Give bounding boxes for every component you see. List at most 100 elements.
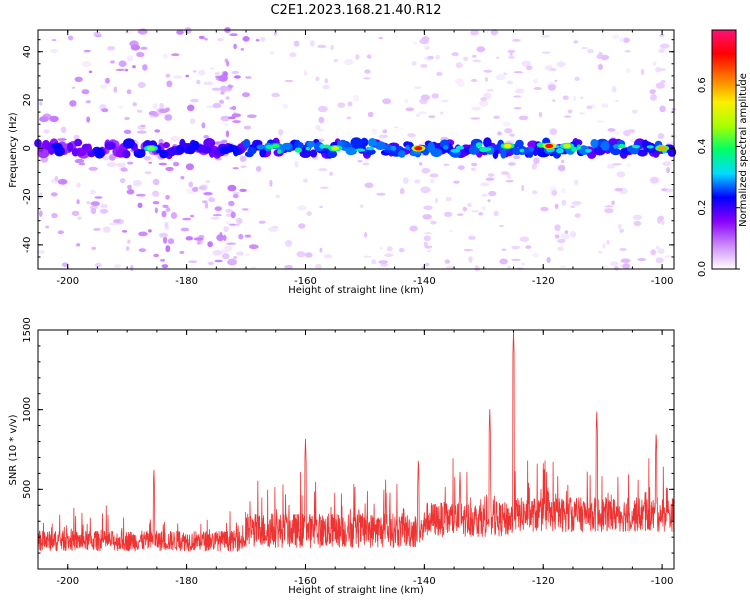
y-tick-label: 1000 <box>22 397 33 422</box>
spectrogram-cell <box>427 141 436 153</box>
spectrogram-cell <box>118 60 127 67</box>
spectrogram-cell <box>453 180 460 184</box>
spectrogram-cell <box>556 148 564 154</box>
spectrogram-cell <box>51 39 57 42</box>
spectrogram-cell <box>424 245 433 249</box>
spectrogram-cell <box>50 48 59 54</box>
spectrogram-cell <box>483 137 492 148</box>
spectrogram-cell <box>614 187 623 192</box>
spectrogram-cell <box>119 178 126 184</box>
spectrogram-cell <box>347 101 353 107</box>
spectrogram-cell <box>450 148 461 153</box>
spectrogram-cell <box>632 214 643 221</box>
spectrogram-cell <box>475 142 483 148</box>
spectrogram-cell <box>88 70 93 74</box>
spectrogram-cell <box>212 214 222 217</box>
spectrogram-cell <box>481 193 488 197</box>
spectrogram-cell <box>394 126 399 129</box>
spectrogram-cell <box>165 166 174 172</box>
spectrogram-cell <box>76 182 81 188</box>
spectrogram-cell <box>242 138 251 149</box>
spectrogram-cell <box>493 115 501 120</box>
spectrogram-cell <box>188 260 198 264</box>
spectrogram-cell <box>480 182 490 187</box>
spectrogram-cell <box>366 54 372 59</box>
spectrogram-cell <box>51 212 58 219</box>
spectrogram-cell <box>239 155 247 163</box>
spectrogram-cell <box>440 111 444 115</box>
x-tick-label: -100 <box>651 576 674 587</box>
spectrogram-cell <box>102 226 111 233</box>
spectrogram-cell <box>468 235 476 240</box>
spectrogram-cell <box>192 186 199 192</box>
spectrogram-cell <box>443 163 450 167</box>
spectrogram-cell <box>214 141 220 144</box>
spectrogram-cell <box>76 243 81 247</box>
spectrogram-cell <box>133 149 146 159</box>
spectrogram-cell <box>113 86 118 93</box>
spectrogram-cell <box>81 143 91 151</box>
spectrogram-cell <box>441 99 449 103</box>
spectrogram-cell <box>236 251 245 256</box>
spectrogram-cell <box>192 140 200 151</box>
spectrogram-cell <box>471 162 478 167</box>
spectrogram-cell <box>468 256 473 263</box>
spectrogram-cell <box>420 94 431 101</box>
spectrogram-cell <box>362 162 370 166</box>
spectrogram-cell <box>204 202 209 209</box>
spectrogram-cell <box>663 255 673 258</box>
spectrogram-cell <box>658 146 667 151</box>
spectrogram-cell <box>189 118 196 125</box>
spectrogram-cell <box>158 108 169 114</box>
spectrogram-cell <box>428 115 436 119</box>
spectrogram-cell <box>190 98 199 103</box>
spectrogram-cell <box>360 137 369 147</box>
spectrogram-cell <box>612 163 622 166</box>
x-tick-label: -120 <box>532 576 555 587</box>
spectrogram-cell <box>214 71 220 77</box>
spectrogram-cell <box>240 165 247 168</box>
spectrogram-cell <box>140 46 148 50</box>
spectrogram-cell <box>214 259 223 263</box>
spectrogram-cell <box>231 113 241 118</box>
spectrogram-cell <box>365 146 374 151</box>
spectrogram-cell <box>298 223 306 229</box>
spectrogram-cell <box>590 138 599 148</box>
spectrogram-cell <box>574 179 579 186</box>
spectrogram-cell <box>165 194 170 200</box>
spectrogram-cell <box>73 134 80 139</box>
spectrogram-cell <box>554 224 561 232</box>
spectrogram-cell <box>470 78 478 83</box>
spectrogram-cell <box>303 70 308 76</box>
spectrogram-x-label: Height of straight line (km) <box>288 285 424 296</box>
spectrogram-cell <box>198 69 206 76</box>
spectrogram-cell <box>604 205 614 208</box>
spectrogram-cell <box>273 32 278 36</box>
spectrogram-cell <box>601 265 609 268</box>
spectrogram-cell <box>57 178 68 185</box>
y-tick-label: 500 <box>22 480 33 499</box>
spectrogram-cell <box>528 147 535 152</box>
spectrogram-cell <box>624 50 631 53</box>
spectrogram-cell <box>315 125 321 130</box>
spectrogram-cell <box>200 146 213 154</box>
spectrogram-cell <box>143 155 152 161</box>
spectrogram-cell <box>411 61 417 66</box>
spectrogram-cell <box>182 217 192 221</box>
spectrogram-cell <box>614 99 619 102</box>
spectrogram-cell <box>363 77 371 80</box>
spectrogram-cell <box>532 252 540 258</box>
spectrogram-cell <box>158 162 167 166</box>
spectrogram-cell <box>614 266 619 271</box>
spectrogram-cell <box>418 111 427 115</box>
spectrogram-cell <box>71 147 79 157</box>
spectrogram-cell <box>611 34 620 40</box>
spectrogram-cell <box>541 51 551 54</box>
spectrogram-cell <box>346 116 352 120</box>
y-tick-label: 1500 <box>22 317 33 342</box>
spectrogram-cell <box>136 109 143 113</box>
spectrogram-cell <box>212 102 222 109</box>
spectrogram-cell <box>306 211 312 217</box>
spectrogram-cell <box>557 164 566 172</box>
spectrogram-cell <box>211 87 222 91</box>
